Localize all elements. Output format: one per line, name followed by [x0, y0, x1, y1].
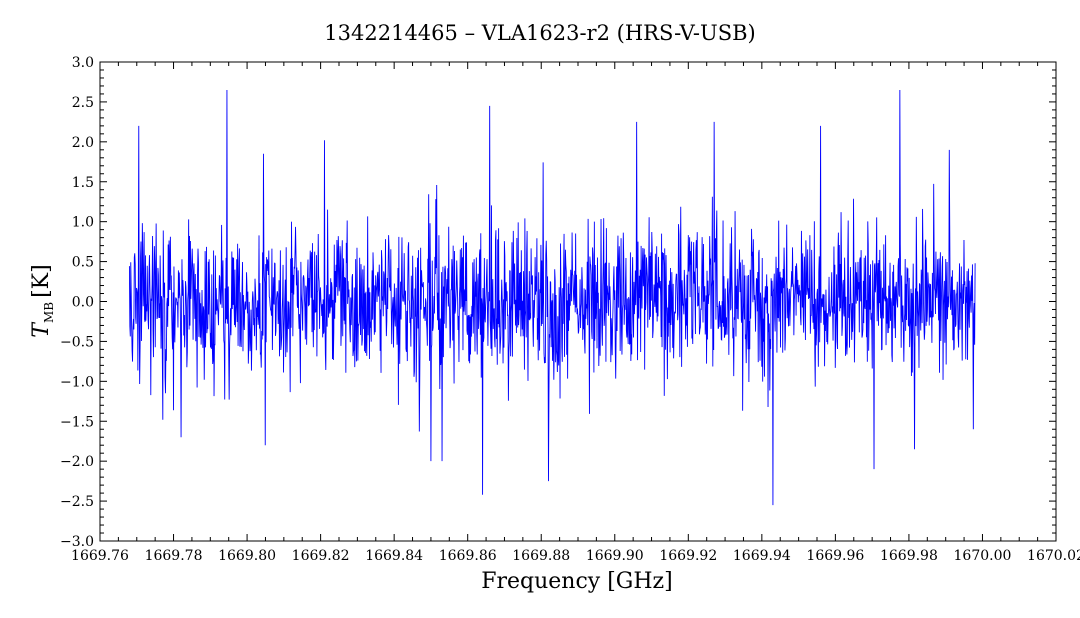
- y-tick-label: 0.0: [72, 295, 94, 311]
- y-tick-label: −3.0: [60, 534, 94, 550]
- y-axis-ticks: 3.0 2.5 2.0 1.5 1.0 0.5 0.0 −0.5 −1.0 −1.5 −2.0 −2.…: [60, 55, 1056, 550]
- y-tick-label: 3.0: [72, 55, 94, 71]
- x-tick-label: 1669.78: [145, 548, 203, 564]
- x-tick-label: 1669.84: [365, 548, 423, 564]
- x-tick-label: 1669.86: [439, 548, 497, 564]
- y-axis-label: TMB [K]: [29, 264, 56, 337]
- x-tick-label: 1669.94: [733, 548, 791, 564]
- x-tick-label: 1669.90: [586, 548, 644, 564]
- x-tick-label: 1669.80: [218, 548, 276, 564]
- x-tick-label: 1669.82: [292, 548, 350, 564]
- x-tick-label: 1669.96: [806, 548, 864, 564]
- plot-frame: [99, 61, 1057, 542]
- x-axis-ticks: 1669.76 1669.78 1669.80 1669.82 1669.84 1669.…: [71, 62, 1080, 564]
- series-line: [128, 89, 976, 506]
- y-tick-label: −1.5: [60, 414, 94, 430]
- y-tick-label: −2.5: [60, 494, 94, 510]
- x-tick-label: 1669.92: [659, 548, 717, 564]
- spectrum-series: [128, 89, 976, 506]
- x-tick-label: 1670.00: [954, 548, 1012, 564]
- y-tick-label: 0.5: [72, 255, 94, 271]
- chart-title: 1342214465 – VLA1623-r2 (HRS-V-USB): [324, 21, 755, 45]
- y-tick-label: −2.0: [60, 454, 94, 470]
- x-tick-label: 1669.76: [71, 548, 129, 564]
- x-tick-label: 1670.02: [1027, 548, 1080, 564]
- y-tick-label: −0.5: [60, 334, 94, 350]
- svg-text:TMB[K]: TMB [K]: [29, 264, 56, 337]
- x-axis-label: Frequency [GHz]: [481, 569, 673, 594]
- y-tick-label: 1.5: [72, 175, 94, 191]
- y-tick-label: −1.0: [60, 374, 94, 390]
- y-tick-label: 1.0: [72, 215, 94, 231]
- x-tick-label: 1669.88: [512, 548, 570, 564]
- y-axis-label-unit: [K]: [29, 264, 54, 298]
- y-axis-label-symbol: T: [29, 321, 54, 338]
- y-tick-label: 2.5: [72, 95, 94, 111]
- y-tick-label: 2.0: [72, 135, 94, 151]
- x-tick-label: 1669.98: [880, 548, 938, 564]
- y-axis-label-subscript: MB: [42, 302, 56, 323]
